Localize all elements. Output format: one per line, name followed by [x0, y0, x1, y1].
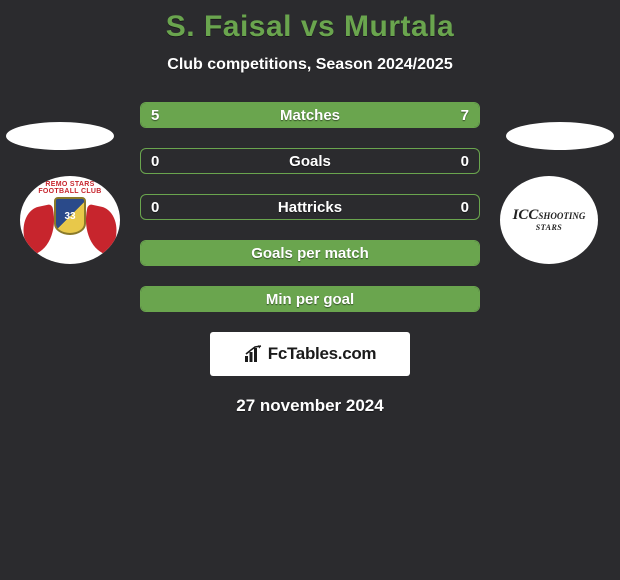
- footer-date: 27 november 2024: [0, 396, 620, 416]
- page-subtitle: Club competitions, Season 2024/2025: [0, 56, 620, 74]
- club-badge-left-art: REMO STARSFOOTBALL CLUB 33: [27, 181, 113, 259]
- comparison-card: S. Faisal vs Murtala Club competitions, …: [0, 0, 620, 416]
- stat-label: Matches: [141, 107, 479, 124]
- stat-row: Goals per match: [140, 240, 480, 266]
- branding-text: FcTables.com: [268, 344, 377, 364]
- badge-line: STARS: [536, 223, 563, 232]
- stat-label: Goals per match: [141, 245, 479, 262]
- stat-row: 00Goals: [140, 148, 480, 174]
- bar-chart-icon: [244, 345, 264, 363]
- club-badge-left: REMO STARSFOOTBALL CLUB 33: [20, 176, 120, 264]
- club-badge-right-text: ICCSHOOTING STARS: [513, 207, 586, 233]
- stat-row: Min per goal: [140, 286, 480, 312]
- stat-row: 57Matches: [140, 102, 480, 128]
- club-badge-right: ICCSHOOTING STARS: [500, 176, 598, 264]
- stat-label: Min per goal: [141, 291, 479, 308]
- club-badge-left-caption: REMO STARSFOOTBALL CLUB: [27, 181, 113, 195]
- stat-label: Goals: [141, 153, 479, 170]
- shield-icon: 33: [54, 197, 86, 235]
- stat-label: Hattricks: [141, 199, 479, 216]
- player-silhouette-left: [6, 122, 114, 150]
- stat-row: 00Hattricks: [140, 194, 480, 220]
- player-silhouette-right: [506, 122, 614, 150]
- page-title: S. Faisal vs Murtala: [0, 0, 620, 44]
- badge-line: SHOOTING: [538, 211, 585, 221]
- branding-box: FcTables.com: [210, 332, 410, 376]
- stats-block: 57Matches 00Goals 00Hattricks Goals per mat…: [140, 102, 480, 312]
- badge-line: ICC: [513, 207, 539, 223]
- badge-number: 33: [64, 211, 75, 222]
